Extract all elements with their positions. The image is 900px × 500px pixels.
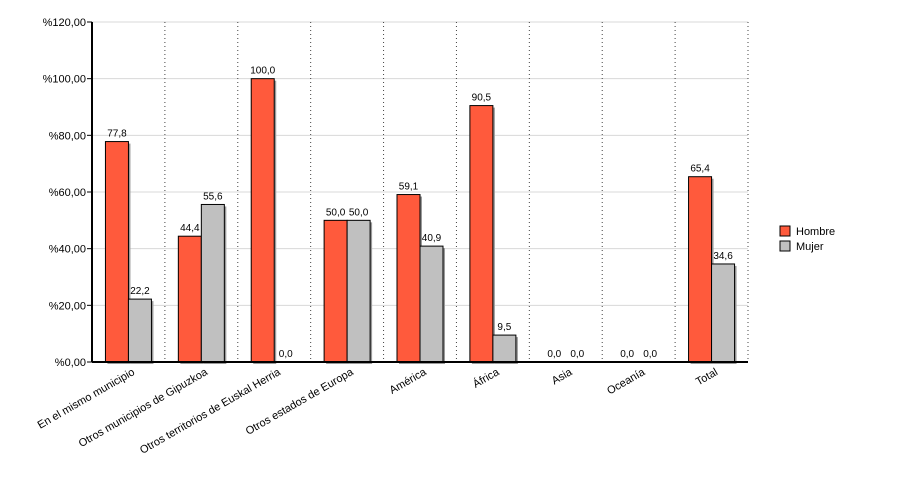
x-tick-label: Oceanía [605, 366, 648, 398]
bar-mujer [346, 219, 371, 363]
y-tick-label: %100,00 [43, 74, 86, 86]
data-label: 22,2 [130, 286, 150, 297]
x-tick-label: Otros municipios de Gipuzkoa [77, 366, 211, 450]
bar-mujer [200, 203, 225, 363]
data-label: 0,0 [570, 349, 584, 360]
bar-hombre [250, 78, 275, 363]
x-tick-label: Otros territorios de Euskal Herria [138, 366, 283, 457]
legend-swatch-mujer [779, 240, 791, 252]
legend-swatch-hombre [779, 225, 791, 237]
bar-hombre [688, 176, 713, 363]
bar-hombre [104, 141, 129, 363]
bar-mujer [492, 334, 517, 363]
data-label: 0,0 [547, 349, 561, 360]
data-label: 100,0 [250, 66, 275, 77]
axes [91, 22, 748, 363]
bar-mujer [711, 263, 736, 363]
x-tick-label: Total [694, 366, 720, 388]
bar-hombre [396, 194, 421, 363]
y-tick-label: %40,00 [49, 244, 86, 256]
y-tick-label: %80,00 [49, 130, 86, 142]
data-label: 50,0 [326, 207, 346, 218]
data-labels: 77,8 22,2 44,4 55,6 100,0 0,0 50,0 50,0 59,1 40,9… [107, 66, 733, 360]
x-tick-label: América [388, 366, 430, 397]
data-label: 50,0 [349, 207, 369, 218]
legend-label-hombre: Hombre [796, 226, 835, 238]
x-tick-label: África [471, 365, 503, 391]
data-label: 90,5 [472, 93, 492, 104]
data-label: 65,4 [690, 164, 710, 175]
bar-mujer [419, 245, 444, 363]
data-label: 0,0 [643, 349, 657, 360]
data-label: 55,6 [203, 191, 223, 202]
y-tick-label: %0,00 [55, 357, 86, 369]
y-tick-label: %60,00 [49, 187, 86, 199]
legend: Hombre Mujer [779, 225, 835, 253]
data-label: 59,1 [399, 182, 419, 193]
data-label: 77,8 [107, 129, 127, 140]
data-label: 44,4 [180, 223, 200, 234]
bars [104, 78, 737, 365]
data-label: 40,9 [422, 233, 442, 244]
data-label: 0,0 [620, 349, 634, 360]
tick-labels: %0,00 %20,00 %40,00 %60,00 %80,00 %100,00 %120… [36, 17, 720, 457]
bar-hombre [469, 105, 494, 363]
data-label: 34,6 [713, 251, 733, 262]
bar-mujer [127, 298, 152, 363]
data-label: 9,5 [497, 322, 511, 333]
legend-label-mujer: Mujer [796, 241, 824, 253]
data-label: 0,0 [279, 349, 293, 360]
y-tick-label: %20,00 [49, 300, 86, 312]
bar-hombre [177, 235, 202, 363]
y-tick-label: %120,00 [43, 17, 86, 29]
bar-hombre [323, 219, 348, 363]
x-tick-label: Asia [550, 366, 575, 388]
